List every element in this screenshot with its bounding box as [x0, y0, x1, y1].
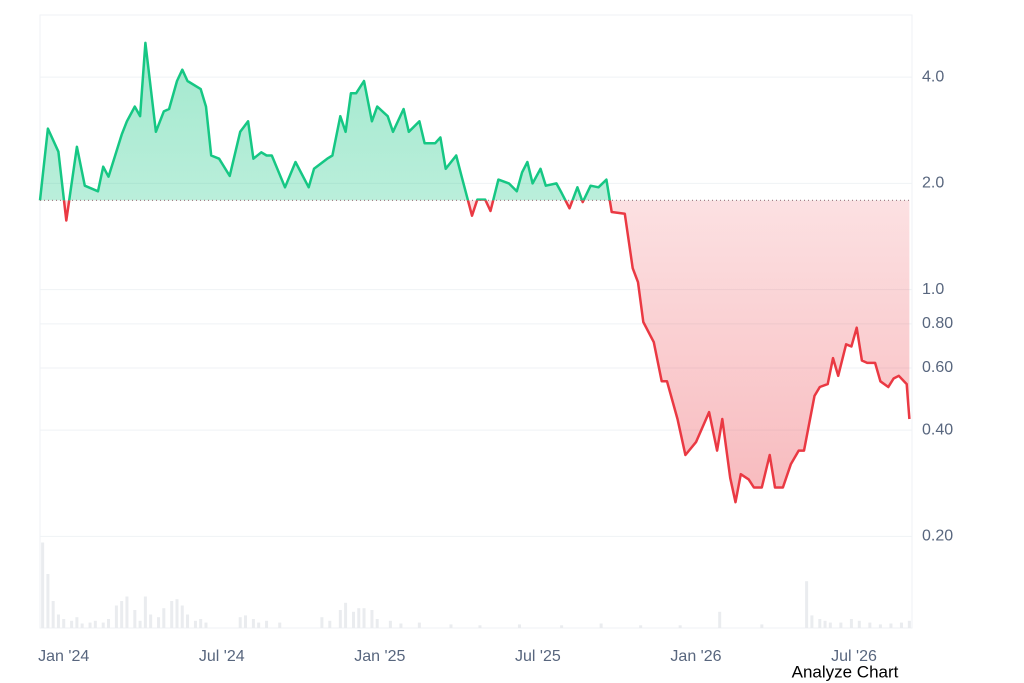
volume-bar — [157, 617, 161, 628]
volume-bar — [818, 619, 822, 628]
x-tick-label: Jan '25 — [354, 648, 405, 665]
volume-bar — [180, 605, 184, 628]
analyze-chart-button[interactable]: Analyze Chart — [792, 662, 899, 681]
volume-bar — [114, 605, 118, 628]
volume-bar — [257, 622, 261, 628]
volume-bar — [278, 622, 282, 628]
volume-bar — [80, 623, 84, 628]
volume-bar — [138, 620, 142, 628]
volume-bar — [143, 596, 147, 628]
volume-bar — [639, 625, 643, 628]
y-tick-label: 0.20 — [922, 528, 953, 545]
volume-bar — [839, 622, 843, 628]
volume-bar — [370, 610, 374, 628]
volume-bar — [805, 581, 809, 628]
y-tick-label: 1.0 — [922, 281, 944, 298]
volume-bar — [810, 615, 814, 628]
volume-bar — [51, 601, 55, 628]
volume-bar — [265, 620, 269, 628]
volume-bar — [718, 611, 722, 628]
x-tick-label: Jul '26 — [831, 648, 877, 665]
volume-bar — [907, 620, 911, 628]
volume-bar — [186, 614, 190, 628]
volume-bar — [375, 619, 379, 628]
volume-bar — [417, 622, 421, 628]
volume-bar — [243, 615, 247, 628]
volume-bar — [75, 617, 79, 628]
price-line-up — [38, 41, 612, 201]
x-tick-label: Jul '24 — [199, 648, 245, 665]
volume-bar — [344, 602, 348, 628]
volume-bar — [388, 620, 392, 628]
y-tick-label: 0.60 — [922, 359, 953, 376]
plot-frame — [39, 14, 913, 629]
volume-bar — [133, 610, 137, 628]
volume-bar — [351, 611, 355, 628]
volume-bar — [70, 620, 74, 628]
volume-bar — [899, 622, 903, 628]
y-tick-label: 4.0 — [922, 68, 944, 85]
price-line-down — [40, 200, 911, 504]
volume-bar — [162, 608, 166, 628]
y-tick-label: 2.0 — [922, 175, 944, 192]
volume-bar — [93, 620, 97, 628]
volume-bar — [449, 624, 453, 628]
volume-bar — [878, 624, 882, 628]
volume-bar — [338, 610, 342, 628]
volume-bar — [517, 624, 521, 628]
volume-bar — [204, 622, 208, 628]
area-up — [40, 42, 910, 201]
volume-bar — [889, 623, 893, 628]
volume-bar — [857, 620, 861, 628]
volume-bar — [760, 624, 764, 628]
volume-bar — [478, 625, 482, 628]
x-tick-label: Jul '25 — [515, 648, 561, 665]
volume-bar — [328, 620, 332, 628]
volume-bar — [175, 599, 179, 628]
volume-bar — [320, 617, 324, 628]
volume-bar — [46, 574, 50, 628]
volume-bar — [56, 614, 60, 628]
volume-bar — [868, 622, 872, 628]
y-tick-label: 0.80 — [922, 315, 953, 332]
volume-bar — [599, 623, 603, 628]
volume-bar — [120, 601, 124, 628]
volume-bar — [125, 596, 129, 628]
volume-bar — [238, 617, 242, 628]
volume-bar — [193, 620, 197, 628]
volume-bar — [62, 619, 66, 628]
volume-bar — [362, 608, 366, 628]
volume-bar — [41, 542, 45, 628]
volume-bar — [823, 620, 827, 628]
volume-bar — [251, 619, 255, 628]
volume-bar — [357, 608, 361, 628]
y-tick-label: 0.40 — [922, 421, 953, 438]
volume-bar — [849, 619, 853, 628]
volume-bar — [678, 625, 682, 628]
volume-bar — [828, 622, 832, 628]
x-tick-label: Jan '24 — [38, 648, 89, 665]
volume-bar — [399, 623, 403, 628]
volume-bar — [101, 622, 105, 628]
volume-bar — [106, 619, 110, 628]
volume-bar — [170, 601, 174, 628]
volume-bar — [199, 619, 203, 628]
volume-bar — [560, 625, 564, 628]
volume-bar — [149, 614, 153, 628]
area-down — [63, 200, 910, 503]
volume-bar — [88, 622, 92, 628]
x-tick-label: Jan '26 — [670, 648, 721, 665]
